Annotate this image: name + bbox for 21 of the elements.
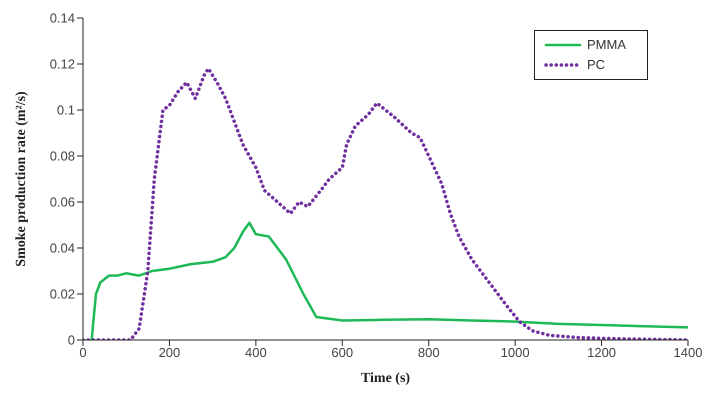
x-tick-label: 1000 xyxy=(500,345,530,360)
y-tick-label: 0.12 xyxy=(50,56,75,72)
legend-label: PMMA xyxy=(587,36,626,54)
x-tick-label: 1400 xyxy=(674,345,702,360)
x-tick-label: 0 xyxy=(79,345,87,360)
y-tick-label: 0.1 xyxy=(56,102,75,118)
x-tick-label: 200 xyxy=(158,345,180,360)
x-tick-label: 800 xyxy=(418,345,440,360)
y-tick-label: 0.14 xyxy=(50,10,75,26)
legend-label: PC xyxy=(587,56,606,74)
y-tick-label: 0.02 xyxy=(50,286,75,302)
y-tick-label: 0.08 xyxy=(50,148,75,164)
x-tick-label: 1200 xyxy=(587,345,616,360)
line-series xyxy=(90,221,688,340)
y-tick-label: 0 xyxy=(68,332,75,348)
y-tick-label: 0.04 xyxy=(50,240,75,256)
x-tick-label: 600 xyxy=(331,345,354,360)
x-axis-title: Time (s) xyxy=(360,371,410,386)
x-tick-label: 400 xyxy=(245,345,267,360)
y-axis-title: Smoke production rate (m²/s) xyxy=(14,90,29,267)
y-tick-label: 0.06 xyxy=(50,194,75,210)
